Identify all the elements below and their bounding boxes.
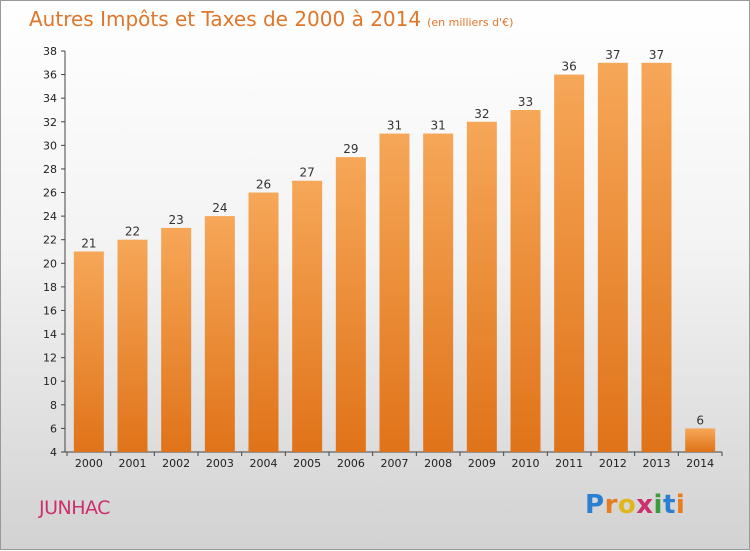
x-tick-label: 2012	[599, 457, 627, 470]
bar	[73, 251, 104, 452]
y-tick-label: 22	[43, 234, 57, 247]
y-tick-label: 16	[43, 304, 57, 317]
place-name: JUNHAC	[39, 497, 110, 519]
logo-letter: r	[604, 490, 618, 520]
y-tick-label: 36	[43, 69, 57, 82]
bar-value-label: 37	[649, 48, 664, 62]
x-tick-label: 2013	[643, 457, 671, 470]
chart-title: Autres Impôts et Taxes de 2000 à 2014 (en…	[29, 7, 514, 31]
bar	[510, 109, 541, 453]
bar-value-label: 32	[474, 107, 489, 121]
bar-value-label: 33	[518, 95, 533, 109]
y-tick-label: 10	[43, 375, 57, 388]
x-tick-label: 2009	[468, 457, 496, 470]
y-tick-label: 4	[50, 446, 57, 459]
y-tick-label: 28	[43, 163, 57, 176]
unit-label: (en milliers d'€)	[427, 16, 514, 29]
bar-value-label: 22	[125, 225, 140, 239]
bar	[204, 216, 235, 452]
y-tick-label: 8	[50, 399, 57, 412]
logo-letter: o	[617, 490, 637, 520]
y-tick-label: 12	[43, 352, 57, 365]
bar-value-label: 31	[431, 119, 446, 133]
proxiti-logo: Proxiti	[585, 490, 685, 520]
y-tick-label: 34	[43, 92, 57, 105]
bar	[335, 157, 366, 452]
bar-value-label: 23	[169, 213, 184, 227]
x-tick-label: 2010	[512, 457, 540, 470]
y-tick-label: 14	[43, 328, 57, 341]
bar-value-label: 31	[387, 119, 402, 133]
x-tick-label: 2007	[381, 457, 409, 470]
x-tick-label: 2014	[686, 457, 714, 470]
logo-letter: i	[653, 490, 663, 520]
bar	[466, 121, 497, 452]
x-tick-label: 2000	[75, 457, 103, 470]
bar-value-label: 21	[81, 237, 96, 251]
bar-value-label: 29	[343, 142, 358, 156]
bar	[685, 428, 716, 452]
y-tick-label: 26	[43, 187, 57, 200]
x-tick-label: 2006	[337, 457, 365, 470]
logo-letter: x	[636, 490, 654, 520]
bar	[117, 239, 148, 452]
logo-letter: t	[662, 490, 676, 520]
x-tick-label: 2002	[162, 457, 190, 470]
logo-letter: P	[585, 490, 605, 520]
bar	[641, 62, 672, 452]
x-tick-label: 2001	[119, 457, 147, 470]
y-tick-label: 24	[43, 210, 57, 223]
y-tick-label: 18	[43, 281, 57, 294]
bar	[292, 180, 323, 452]
logo-letter: i	[675, 490, 686, 520]
bar	[597, 62, 628, 452]
bar-value-label: 37	[605, 48, 620, 62]
x-tick-label: 2003	[206, 457, 234, 470]
y-tick-label: 6	[50, 422, 57, 435]
bar	[161, 227, 192, 452]
bar-value-label: 27	[300, 166, 315, 180]
bar	[423, 133, 454, 452]
y-tick-label: 32	[43, 116, 57, 129]
y-tick-label: 30	[43, 139, 57, 152]
y-tick-label: 20	[43, 257, 57, 270]
bar	[248, 192, 279, 452]
bar	[379, 133, 410, 452]
bar-value-label: 26	[256, 178, 271, 192]
x-tick-label: 2005	[293, 457, 321, 470]
bar-value-label: 36	[562, 60, 577, 74]
bar	[554, 74, 585, 453]
bar-value-label: 24	[212, 201, 227, 215]
x-tick-label: 2011	[555, 457, 583, 470]
x-tick-label: 2008	[424, 457, 452, 470]
y-tick-label: 38	[43, 45, 57, 58]
x-tick-label: 2004	[250, 457, 278, 470]
bar-value-label: 6	[696, 413, 704, 427]
